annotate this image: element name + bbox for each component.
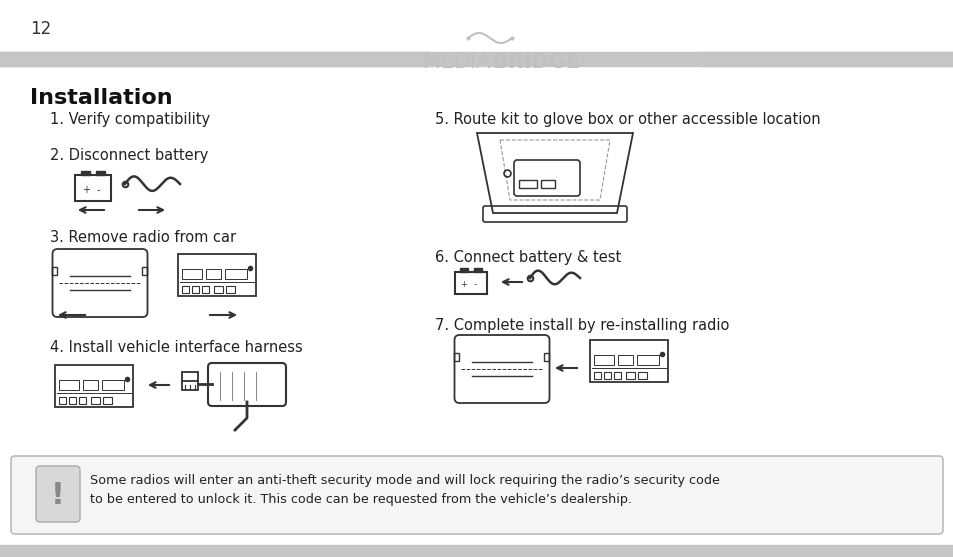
Text: Installation: Installation (30, 88, 172, 108)
Bar (103, 397, 112, 404)
Bar (544, 353, 549, 361)
Bar (182, 372, 198, 390)
Bar (225, 269, 247, 279)
Text: 7. Complete install by re-installing radio: 7. Complete install by re-installing rad… (435, 318, 729, 333)
Text: 5. Route kit to glove box or other accessible location: 5. Route kit to glove box or other acces… (435, 112, 820, 127)
Bar (603, 372, 610, 379)
Text: 12: 12 (30, 20, 51, 38)
Bar (594, 355, 614, 365)
Bar (459, 268, 468, 272)
Bar (192, 286, 199, 293)
Bar (0, 52, 953, 66)
Text: BRIDGE: BRIDGE (492, 52, 579, 72)
Text: -: - (97, 185, 100, 195)
Bar (96, 171, 105, 175)
Text: 4. Install vehicle interface harness: 4. Install vehicle interface harness (50, 340, 302, 355)
Text: -: - (474, 280, 476, 289)
Bar (637, 355, 659, 365)
FancyBboxPatch shape (11, 456, 942, 534)
Bar (182, 269, 202, 279)
Bar (182, 286, 189, 293)
Bar (700, 52, 953, 66)
Text: !: ! (51, 481, 65, 511)
Bar (540, 180, 555, 188)
Bar (55, 365, 132, 407)
Bar (618, 355, 633, 365)
Bar (202, 286, 209, 293)
Text: MEDIA: MEDIA (422, 52, 490, 72)
Bar (0, 52, 430, 66)
Bar (178, 254, 255, 296)
Bar (454, 353, 459, 361)
Text: 2. Disconnect battery: 2. Disconnect battery (50, 148, 208, 163)
Bar (79, 397, 86, 404)
Bar (59, 380, 79, 390)
Bar (589, 340, 667, 382)
Bar (59, 397, 66, 404)
Text: +: + (459, 280, 466, 289)
Bar (69, 397, 76, 404)
Bar (518, 180, 537, 188)
Bar (614, 372, 620, 379)
Bar (91, 397, 100, 404)
Bar (455, 272, 486, 294)
Bar (0, 545, 953, 557)
Bar (81, 171, 90, 175)
Bar (206, 269, 221, 279)
Bar (638, 372, 646, 379)
Bar (594, 372, 600, 379)
Text: 1. Verify compatibility: 1. Verify compatibility (50, 112, 210, 127)
Text: Some radios will enter an anti-theft security mode and will lock requiring the r: Some radios will enter an anti-theft sec… (90, 474, 720, 506)
Bar (226, 286, 234, 293)
Bar (213, 286, 223, 293)
Bar (83, 380, 98, 390)
Bar (52, 267, 57, 275)
Text: 6. Connect battery & test: 6. Connect battery & test (435, 250, 620, 265)
Bar (102, 380, 124, 390)
Text: +: + (82, 185, 90, 195)
Text: 3. Remove radio from car: 3. Remove radio from car (50, 230, 236, 245)
Bar (625, 372, 635, 379)
Bar (75, 175, 111, 201)
Bar (142, 267, 148, 275)
Bar (474, 268, 481, 272)
FancyBboxPatch shape (36, 466, 80, 522)
